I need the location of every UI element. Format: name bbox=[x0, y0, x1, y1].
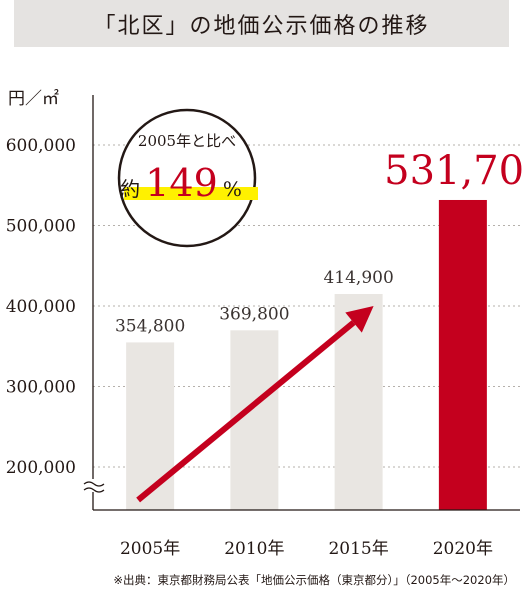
y-tick-label: 600,000 bbox=[6, 136, 76, 156]
callout-highlight bbox=[124, 187, 258, 200]
chart-title: 「北区」の地価公示価格の推移 bbox=[93, 13, 430, 39]
callout-number: 149 bbox=[145, 161, 218, 205]
callout-circle bbox=[117, 108, 257, 248]
value-label: 531,700 bbox=[384, 148, 523, 194]
y-tick-label: 200,000 bbox=[6, 458, 76, 478]
value-labels: 354,800 369,800 414,900 531,700 bbox=[115, 148, 523, 336]
callout-suffix: % bbox=[223, 177, 242, 201]
axes bbox=[83, 95, 520, 511]
x-tick-label: 2005年 bbox=[120, 539, 180, 559]
bar-2005年 bbox=[126, 342, 175, 510]
value-label: 354,800 bbox=[115, 316, 185, 336]
x-tick-label: 2010年 bbox=[224, 539, 284, 559]
value-label: 369,800 bbox=[219, 304, 289, 324]
bar-2020年 bbox=[438, 199, 487, 510]
trend-arrow bbox=[136, 306, 374, 503]
title-band: 「北区」の地価公示価格の推移 bbox=[14, 0, 509, 47]
y-tick-labels: 200,000 300,000 400,000 500,000 600,000 bbox=[6, 136, 76, 478]
x-tick-labels: 2005年 2010年 2015年 2020年 bbox=[120, 539, 493, 559]
trend-arrow-shaft bbox=[136, 320, 356, 503]
source-note: ※出典：東京都財務局公表「地価公示価格（東京都分）」（2005年〜2020年） bbox=[113, 573, 515, 587]
callout-figure: 約 149 % bbox=[120, 161, 242, 205]
y-tick-label: 500,000 bbox=[6, 217, 76, 237]
trend-arrow-head bbox=[345, 306, 374, 333]
x-tick-label: 2020年 bbox=[433, 539, 493, 559]
callout-prefix: 約 bbox=[120, 177, 140, 201]
callout-line1: 2005年と比べ bbox=[138, 132, 236, 150]
y-tick-label: 300,000 bbox=[6, 378, 76, 398]
unit-label: 円／㎡ bbox=[8, 89, 59, 109]
axis-break-mark bbox=[83, 487, 105, 493]
axis-break-mark bbox=[83, 481, 105, 487]
x-tick-label: 2015年 bbox=[328, 539, 388, 559]
value-label: 414,900 bbox=[323, 268, 393, 288]
y-tick-label: 400,000 bbox=[6, 297, 76, 317]
callout-badge: 2005年と比べ 約 149 % bbox=[117, 108, 258, 248]
